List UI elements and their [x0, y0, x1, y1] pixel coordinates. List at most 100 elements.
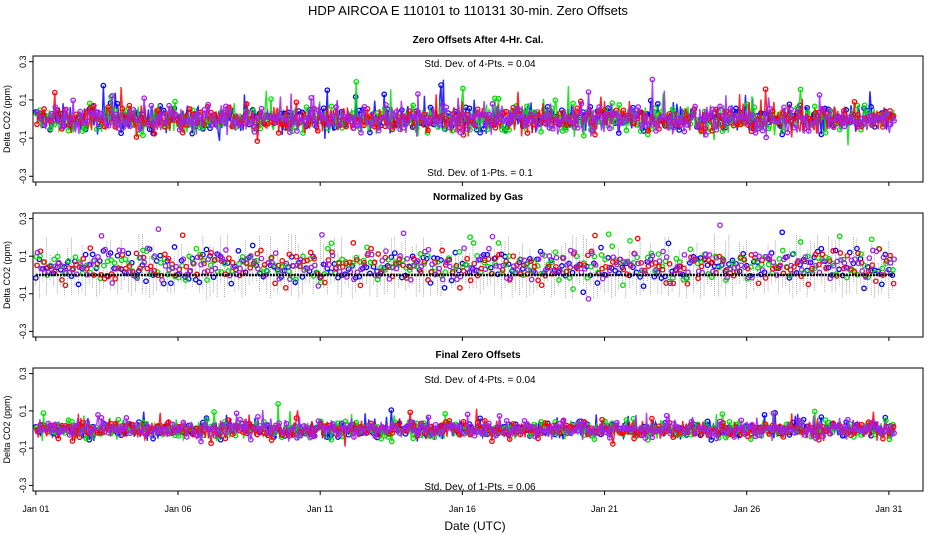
data-point [45, 420, 52, 427]
data-point [891, 430, 897, 436]
data-point [297, 263, 303, 269]
data-point [254, 138, 261, 144]
data-point [884, 428, 890, 434]
data-point [63, 106, 69, 113]
data-point [219, 422, 226, 428]
data-point [55, 435, 62, 442]
data-point [773, 425, 780, 432]
data-point [143, 248, 150, 255]
data-point [713, 106, 719, 113]
data-point [851, 269, 858, 275]
data-point [521, 114, 528, 120]
data-point [798, 114, 805, 121]
data-point [162, 119, 169, 126]
data-point [144, 121, 151, 128]
data-point [646, 122, 652, 128]
data-point [203, 246, 210, 253]
data-point [411, 427, 418, 433]
data-point [324, 87, 331, 94]
data-point [82, 251, 89, 258]
data-point [788, 106, 794, 113]
data-point [215, 118, 222, 124]
data-point [577, 261, 584, 268]
data-point [244, 109, 251, 116]
data-point [235, 247, 242, 254]
data-point [702, 428, 709, 435]
data-point [194, 254, 201, 261]
data-point [730, 260, 736, 266]
data-point [457, 425, 464, 432]
data-point [646, 425, 652, 432]
data-point [109, 280, 116, 286]
data-point [553, 263, 559, 270]
data-point [397, 430, 403, 437]
data-point [681, 128, 688, 135]
data-point [154, 107, 161, 114]
data-point [198, 113, 204, 119]
data-point [52, 104, 59, 110]
data-point [454, 118, 460, 125]
data-point [38, 265, 44, 272]
data-point [244, 424, 251, 431]
data-point [890, 267, 896, 273]
data-point [862, 116, 869, 123]
data-point [717, 418, 723, 425]
data-point [176, 424, 183, 431]
data-point [765, 261, 772, 268]
data-point [197, 254, 204, 260]
data-point [287, 129, 293, 136]
data-point [205, 256, 212, 263]
data-point [134, 421, 140, 428]
data-point [415, 258, 421, 264]
data-point [742, 264, 748, 271]
data-point [755, 280, 762, 287]
data-point [886, 436, 893, 443]
data-point [574, 125, 581, 131]
data-point [873, 425, 880, 431]
data-point [457, 284, 463, 291]
data-point [468, 113, 475, 120]
data-point [268, 437, 275, 443]
y-tick-label: 0.3 [18, 212, 28, 225]
data-point [653, 428, 659, 435]
data-point [880, 114, 887, 121]
data-point [283, 260, 290, 267]
data-point [279, 429, 286, 436]
data-point [887, 422, 894, 429]
data-point [425, 414, 432, 421]
data-point [848, 429, 855, 435]
data-point [638, 425, 645, 432]
data-point [670, 434, 677, 441]
data-point [399, 257, 406, 264]
data-point [685, 122, 691, 128]
data-point [197, 109, 204, 116]
data-point [183, 434, 190, 440]
data-point [411, 263, 418, 269]
data-point [41, 106, 47, 112]
data-point [123, 415, 130, 421]
data-point [262, 422, 268, 429]
data-point [303, 104, 310, 110]
data-point [122, 265, 129, 272]
data-point [393, 108, 400, 115]
data-point [72, 254, 79, 260]
data-point [229, 431, 236, 437]
data-point [518, 428, 524, 435]
data-point [347, 268, 354, 275]
data-point [418, 114, 425, 120]
data-point [827, 275, 834, 282]
data-point [654, 101, 661, 107]
data-point [606, 435, 613, 441]
data-point [482, 431, 489, 438]
data-point [171, 244, 178, 250]
data-point [371, 259, 378, 266]
data-point [605, 231, 612, 238]
data-point [258, 425, 265, 431]
data-point [308, 94, 315, 101]
data-point [609, 100, 616, 106]
data-point [503, 258, 510, 265]
data-point [247, 265, 254, 271]
data-point [247, 253, 254, 259]
data-point [351, 434, 357, 440]
data-point [770, 410, 777, 417]
